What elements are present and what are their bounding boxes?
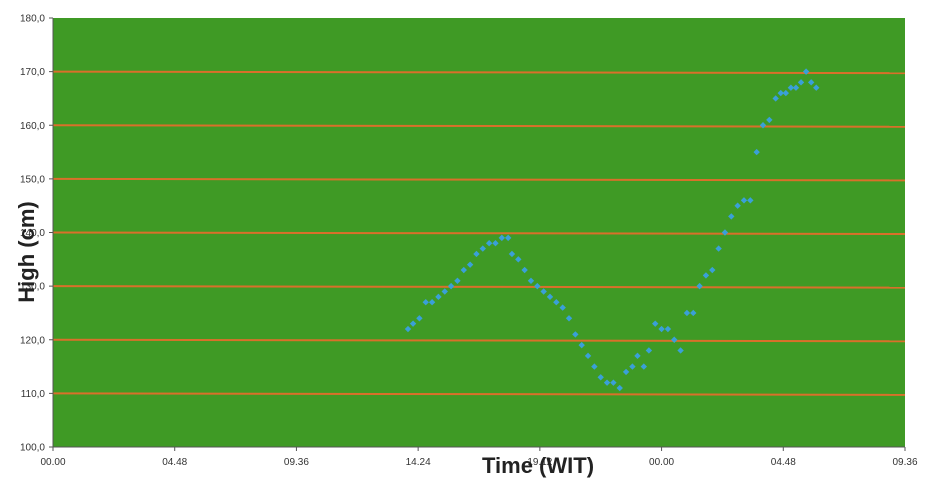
data-point bbox=[702, 272, 710, 279]
data-point bbox=[802, 68, 810, 75]
y-tick-label: 130,0 bbox=[20, 282, 45, 293]
data-points bbox=[404, 68, 820, 392]
x-tick-label: 00.00 bbox=[40, 457, 65, 468]
data-point bbox=[515, 256, 522, 263]
data-point bbox=[652, 320, 659, 327]
data-point bbox=[622, 368, 630, 376]
data-point bbox=[534, 282, 541, 290]
data-point bbox=[540, 288, 547, 295]
data-point bbox=[629, 363, 636, 370]
data-point bbox=[527, 277, 535, 284]
data-point bbox=[460, 266, 467, 274]
gridline bbox=[52, 231, 906, 235]
data-point bbox=[792, 84, 800, 91]
gridline bbox=[52, 285, 906, 289]
data-point bbox=[782, 89, 790, 97]
y-axis-title: High (cm) bbox=[14, 201, 39, 302]
x-tick-label: 14.24 bbox=[406, 457, 431, 468]
data-point bbox=[645, 347, 653, 354]
data-point bbox=[466, 261, 474, 268]
data-point bbox=[498, 234, 506, 242]
y-tick-label: 110,0 bbox=[21, 389, 46, 400]
data-point bbox=[807, 79, 815, 86]
y-tick-label: 160,0 bbox=[20, 121, 45, 132]
data-point bbox=[664, 325, 672, 333]
data-point bbox=[683, 309, 691, 317]
y-tick-label: 100,0 bbox=[20, 443, 45, 454]
x-tick-label: 04.48 bbox=[771, 457, 796, 468]
data-point bbox=[435, 293, 442, 301]
data-point bbox=[709, 266, 716, 274]
data-point bbox=[508, 250, 516, 258]
data-point bbox=[690, 309, 697, 317]
data-point bbox=[813, 84, 820, 91]
data-point bbox=[521, 266, 528, 274]
data-point bbox=[715, 245, 722, 252]
data-point bbox=[658, 325, 665, 333]
data-point bbox=[616, 384, 623, 392]
data-point bbox=[721, 229, 729, 236]
data-point bbox=[492, 240, 499, 247]
data-point bbox=[610, 379, 617, 386]
data-point bbox=[422, 299, 429, 306]
x-tick-label: 09.36 bbox=[892, 457, 917, 468]
x-tick-label: 00.00 bbox=[649, 457, 674, 468]
data-point bbox=[504, 234, 512, 242]
data-point bbox=[559, 304, 566, 311]
y-tick-label: 140,0 bbox=[20, 228, 45, 239]
data-point bbox=[766, 116, 773, 124]
data-point bbox=[640, 363, 648, 370]
data-point bbox=[404, 325, 412, 333]
data-point bbox=[772, 95, 779, 102]
data-point bbox=[584, 352, 592, 360]
data-point bbox=[671, 336, 678, 343]
data-point bbox=[416, 315, 423, 322]
data-point bbox=[447, 282, 455, 290]
y-tick-label: 120,0 bbox=[20, 335, 45, 346]
data-point bbox=[441, 288, 448, 295]
data-point bbox=[578, 341, 585, 349]
data-point bbox=[787, 84, 795, 91]
data-point bbox=[728, 213, 735, 220]
data-point bbox=[428, 299, 436, 306]
data-point bbox=[777, 89, 784, 97]
data-point bbox=[572, 331, 579, 338]
y-tick-label: 170,0 bbox=[20, 67, 45, 78]
data-point bbox=[553, 299, 560, 306]
data-point bbox=[734, 202, 741, 209]
data-point bbox=[603, 379, 611, 386]
data-point bbox=[696, 282, 703, 290]
x-tick-label: 09.36 bbox=[284, 457, 309, 468]
data-point bbox=[565, 315, 573, 322]
x-axis-title: Time (WIT) bbox=[482, 453, 594, 478]
x-tick-label: 19.12 bbox=[527, 457, 552, 468]
data-point bbox=[759, 122, 767, 129]
data-point bbox=[454, 277, 461, 284]
y-tick-label: 180,0 bbox=[20, 14, 45, 25]
data-point bbox=[597, 374, 604, 381]
data-point bbox=[753, 148, 760, 156]
data-point bbox=[591, 363, 598, 370]
gridline bbox=[52, 70, 906, 75]
data-point bbox=[546, 293, 554, 301]
data-point bbox=[634, 352, 641, 360]
data-point bbox=[740, 197, 748, 204]
y-tick-label: 150,0 bbox=[20, 174, 45, 185]
data-point bbox=[409, 320, 417, 327]
gridline bbox=[52, 392, 906, 396]
data-point bbox=[485, 240, 493, 247]
x-tick-label: 04.48 bbox=[162, 457, 187, 468]
gridline bbox=[52, 177, 906, 182]
data-point bbox=[479, 245, 487, 252]
data-point bbox=[797, 79, 805, 86]
tick-labels: 100,0 110,0 120,0 130,0 140,0 150,0 160,0 170,0… bbox=[20, 14, 918, 469]
axes bbox=[49, 17, 906, 451]
gridline bbox=[52, 338, 906, 343]
data-point bbox=[747, 197, 754, 204]
data-point bbox=[677, 347, 684, 354]
data-point bbox=[473, 250, 480, 258]
